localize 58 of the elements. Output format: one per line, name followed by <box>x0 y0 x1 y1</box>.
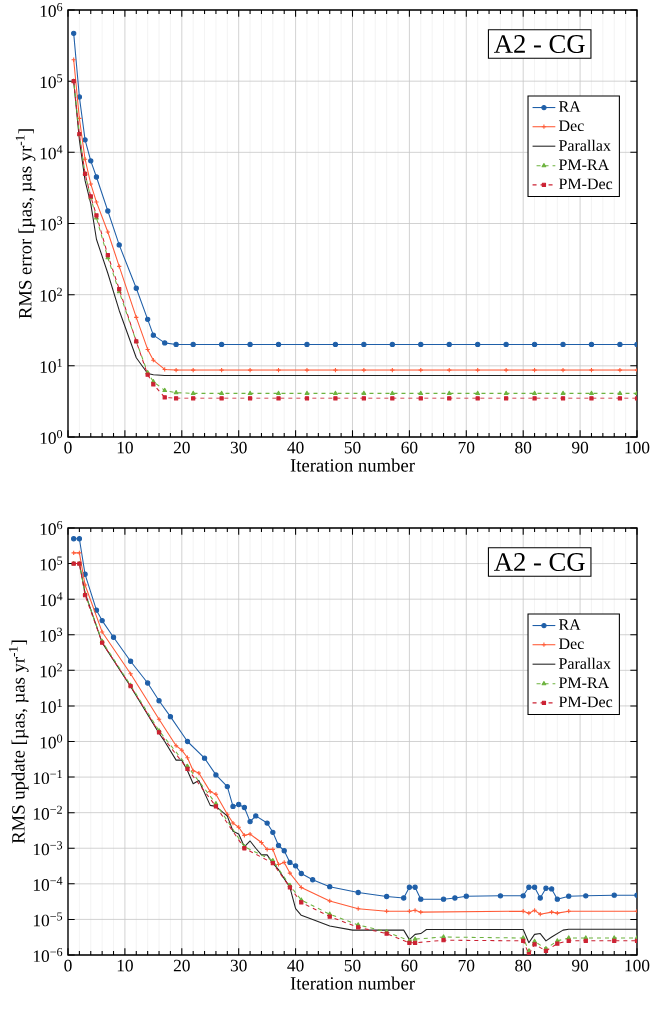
x-tick-label: 100 <box>625 959 650 972</box>
y-tick-label: 10$^{0}$ <box>40 734 63 749</box>
x-tick-label: 60 <box>401 959 418 972</box>
y-tick-label: 10$^{4}$ <box>40 592 63 607</box>
x-tick-label: 0 <box>64 441 72 454</box>
x-tick-label: 30 <box>230 959 247 972</box>
y-tick-label: 10$^{6}$ <box>40 3 63 18</box>
legend-label: PM-RA <box>558 159 610 170</box>
x-tick-label: 40 <box>287 959 304 972</box>
legend-label: Dec <box>558 638 584 650</box>
y-tick-label: 10$^{5}$ <box>40 74 63 89</box>
y-tick-label: 10$^{4}$ <box>40 145 63 160</box>
x-tick-label: 50 <box>344 441 361 454</box>
y-tick-label: 10$^{6}$ <box>40 521 63 535</box>
text: A2 - CG <box>494 35 585 53</box>
legend-label: PM-Dec <box>558 696 613 708</box>
x-tick-label: 70 <box>458 959 475 972</box>
x-tick-label: 30 <box>230 441 247 454</box>
x-tick-label: 10 <box>117 441 133 454</box>
x-tick-label: 10 <box>117 959 133 972</box>
x-tick-label: 40 <box>287 441 304 454</box>
legend-label: PM-RA <box>558 677 610 688</box>
x-tick-label: 50 <box>344 959 361 972</box>
legend-label: RA <box>558 101 581 112</box>
y-tick-label: 10$^{3}$ <box>40 216 63 231</box>
y-tick-label: 10$^{2}$ <box>40 663 62 678</box>
y-tick-label: 10$^{0}$ <box>40 429 63 445</box>
x-tick-label: 90 <box>571 959 589 972</box>
text: A2 - CG <box>494 553 585 571</box>
y-tick-label: 10$^{1}$ <box>40 698 62 713</box>
y-tick-label: 10$^{5}$ <box>40 556 63 571</box>
x-tick-label: 80 <box>515 441 532 454</box>
x-axis-title: Iteration number <box>290 458 415 472</box>
y-tick-label: 10$^{1}$ <box>40 358 62 373</box>
x-tick-label: 20 <box>173 441 190 454</box>
legend-label: Parallax <box>558 657 611 669</box>
x-tick-label: 70 <box>458 441 475 454</box>
y-axis-title: RMS update [µas, µas yr$^{-1}$] <box>8 640 29 844</box>
y-tick-label: 10$^{3}$ <box>40 627 63 642</box>
x-axis-title: Iteration number <box>290 976 415 990</box>
x-tick-label: 20 <box>173 959 190 972</box>
y-tick-label: 10$^{−1}$ <box>33 770 62 785</box>
y-tick-label: 10$^{−4}$ <box>33 876 63 891</box>
x-tick-label: 90 <box>571 441 589 454</box>
x-tick-label: 60 <box>401 441 418 454</box>
y-tick-label: 10$^{−2}$ <box>33 805 62 820</box>
x-tick-label: 0 <box>64 959 72 972</box>
legend-label: RA <box>558 619 581 630</box>
x-tick-label: 80 <box>515 959 532 972</box>
y-tick-label: 10$^{2}$ <box>40 287 62 302</box>
legend-label: Dec <box>558 120 584 132</box>
y-tick-label: 10$^{−3}$ <box>33 841 63 856</box>
x-tick-label: 100 <box>625 441 650 454</box>
y-tick-label: 10$^{−6}$ <box>33 947 63 962</box>
legend-label: PM-Dec <box>558 178 613 190</box>
y-tick-label: 10$^{−5}$ <box>33 912 63 927</box>
legend-label: Parallax <box>558 139 611 151</box>
y-axis-title: RMS error [µas, µas yr$^{-1}$] <box>15 129 36 319</box>
